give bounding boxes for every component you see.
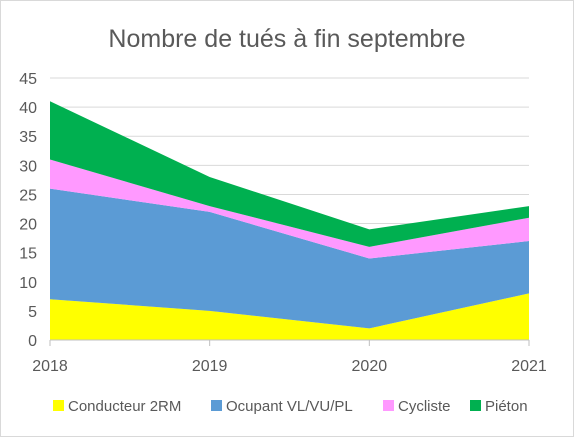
y-tick-label: 15 (19, 246, 37, 263)
x-tick-label: 2021 (511, 358, 547, 375)
legend-label: Cycliste (398, 398, 451, 415)
area-series (50, 101, 529, 340)
x-tick-label: 2018 (32, 358, 68, 375)
legend: Conducteur 2RM Ocupant VL/VU/PL Cycliste Pi… (53, 398, 528, 415)
x-tick-label: 2019 (192, 358, 228, 375)
y-tick-label: 45 (19, 71, 37, 88)
y-tick-label: 40 (19, 100, 37, 117)
legend-swatch (53, 400, 64, 411)
legend-swatch (383, 400, 394, 411)
y-tick-label: 25 (19, 187, 37, 204)
axes: 0 5 10 15 20 25 30 35 40 45 2018 2019 2020 2021 (19, 71, 547, 375)
y-tick-label: 35 (19, 129, 37, 146)
area-ocupant-vl-vu-pl (50, 188, 529, 329)
y-tick-label: 5 (28, 304, 37, 321)
legend-swatch (211, 400, 222, 411)
y-tick-label: 0 (28, 333, 37, 350)
legend-label: Conducteur 2RM (68, 398, 181, 415)
area-pi-ton (50, 101, 529, 247)
legend-label: Piéton (485, 398, 528, 415)
legend-label: Ocupant VL/VU/PL (226, 398, 353, 415)
y-tick-label: 30 (19, 158, 37, 175)
chart-title: Nombre de tués à fin septembre (108, 25, 465, 53)
legend-swatch (470, 400, 481, 411)
area-conducteur-2rm (50, 293, 529, 340)
x-tick-label: 2020 (352, 358, 388, 375)
y-tick-label: 20 (19, 217, 37, 234)
y-tick-label: 10 (19, 275, 37, 292)
